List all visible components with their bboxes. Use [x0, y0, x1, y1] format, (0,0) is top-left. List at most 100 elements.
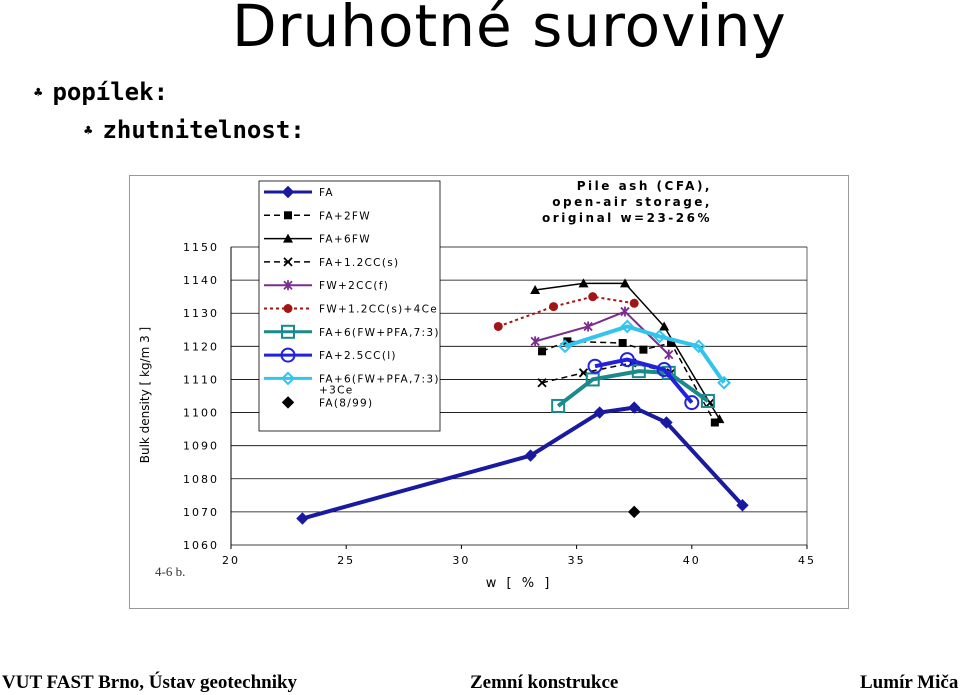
y-tick-label: 1070 — [183, 506, 219, 519]
y-tick-label: 1150 — [183, 241, 219, 254]
data-point — [620, 306, 630, 317]
data-point — [563, 337, 572, 346]
data-point — [281, 185, 295, 199]
club-bullet-icon: ♣ — [84, 123, 93, 139]
data-point — [585, 372, 600, 387]
data-point — [538, 347, 547, 356]
legend-label: FA+6(FW+PFA,7:3) — [319, 327, 440, 339]
series-7 — [551, 364, 715, 413]
legend-entry: FW+2CC(f) — [264, 280, 388, 292]
footer-course: Zemní konstrukce — [470, 672, 619, 693]
legend-entry: FA+6(FW+PFA,7:3)+3Ce — [264, 371, 438, 396]
data-point — [493, 321, 503, 331]
data-point — [629, 298, 639, 308]
data-point — [549, 302, 559, 312]
data-point — [587, 358, 603, 374]
series-6 — [493, 292, 639, 331]
y-tick-label: 1120 — [183, 340, 219, 353]
data-point — [627, 505, 641, 519]
x-marker-stroke — [283, 257, 293, 267]
series-line — [556, 369, 710, 408]
series-line — [497, 295, 635, 328]
club-bullet-icon: ♣ — [34, 85, 43, 101]
corner-note: 4-6 b. — [155, 564, 185, 579]
legend-label: FA+2.5CC(l) — [319, 350, 397, 362]
y-tick-label: 1110 — [183, 373, 219, 386]
series-8 — [587, 352, 700, 411]
legend-entry: FA+6FW — [264, 233, 371, 246]
series-line — [594, 357, 694, 404]
data-point — [530, 285, 541, 295]
series-3 — [530, 278, 725, 424]
data-point — [631, 364, 646, 379]
chart-title-line: open-air storage, — [552, 195, 712, 209]
legend-label: FA+6FW — [319, 234, 371, 246]
legend-entry: FA(8/99) — [281, 396, 373, 409]
x-tick-label: 35 — [568, 554, 586, 567]
data-point — [661, 365, 676, 380]
data-point — [619, 352, 635, 368]
legend-label: +3Ce — [319, 384, 353, 396]
data-point — [717, 375, 731, 390]
bullet-popilek-label: popílek: — [52, 78, 169, 106]
x-marker-stroke — [705, 397, 715, 408]
legend-entry: FW+1.2CC(s)+4Ce — [264, 304, 438, 316]
x-tick-label: 25 — [337, 554, 355, 567]
x-tick-label: 45 — [798, 554, 816, 567]
data-point — [530, 336, 540, 347]
data-point — [700, 393, 715, 408]
x-marker-stroke — [537, 378, 547, 388]
legend-label: FW+1.2CC(s)+4Ce — [319, 304, 438, 316]
data-point — [281, 324, 295, 339]
data-point — [551, 398, 566, 413]
chart-title-line: Pile ash (CFA), — [577, 179, 712, 193]
data-point — [714, 414, 725, 424]
data-point — [619, 278, 630, 288]
data-point — [618, 339, 627, 348]
data-point — [283, 304, 293, 313]
series-9 — [558, 319, 731, 390]
data-point — [652, 329, 667, 344]
x-tick-label: 20 — [222, 554, 240, 567]
series-line — [564, 324, 726, 384]
y-tick-label: 1140 — [183, 274, 219, 287]
y-tick-label: 1100 — [183, 407, 219, 420]
legend-entry: FA+6(FW+PFA,7:3) — [264, 324, 440, 339]
data-point — [691, 339, 706, 354]
data-point — [296, 512, 309, 525]
legend-entry: FA+1.2CC(s) — [264, 257, 398, 269]
data-point — [283, 280, 293, 291]
footer-author: Lumír Miča — [860, 672, 959, 693]
bullet-zhutnitelnost: ♣ zhutnitelnost: — [84, 116, 305, 144]
data-point — [736, 499, 749, 512]
x-marker-stroke — [578, 368, 589, 378]
legend-entry: FA+2FW — [264, 210, 371, 222]
series-line — [301, 405, 744, 521]
series-10 — [627, 505, 641, 519]
data-point — [660, 416, 673, 429]
y-tick-label: 1130 — [183, 307, 219, 320]
data-point — [284, 211, 292, 220]
x-axis-label: w [ % ] — [486, 576, 553, 591]
data-point — [524, 449, 537, 462]
data-point — [578, 278, 589, 288]
data-point — [583, 321, 593, 332]
chart-frame — [129, 175, 849, 609]
data-point — [558, 339, 572, 354]
y-axis-label: Bulk density [ kg/m 3 ] — [138, 327, 152, 464]
data-point — [588, 292, 598, 302]
data-point — [283, 257, 293, 267]
data-point — [684, 395, 700, 411]
data-point — [283, 233, 293, 243]
bullet-popilek: ♣ popílek: — [34, 78, 168, 106]
legend-entry: FA — [264, 185, 333, 199]
legend-label: FA+2FW — [319, 210, 371, 222]
data-point — [656, 362, 672, 378]
data-point — [281, 396, 295, 409]
data-point — [667, 339, 676, 348]
data-point — [659, 321, 670, 331]
legend-label: FA(8/99) — [319, 397, 373, 409]
x-tick-label: 40 — [683, 554, 701, 567]
slide-title: Druhotné suroviny — [232, 0, 787, 60]
